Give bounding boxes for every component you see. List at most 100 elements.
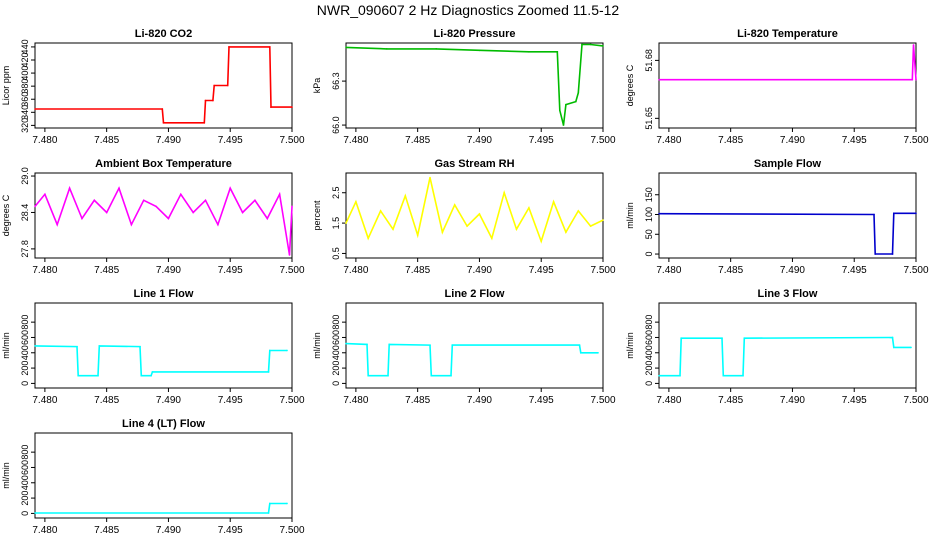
- y-tick-label: 600: [20, 460, 30, 475]
- x-tick-label: 7.500: [279, 265, 304, 276]
- x-tick-label: 7.485: [94, 265, 119, 276]
- data-point: [658, 78, 660, 81]
- x-tick-label: 7.495: [529, 265, 554, 276]
- data-point: [355, 201, 357, 203]
- data-point: [150, 374, 152, 377]
- data-point: [291, 205, 293, 208]
- data-point: [345, 46, 347, 49]
- y-tick-label: 66.0: [331, 116, 341, 134]
- data-point: [268, 349, 271, 352]
- data-series-line: [345, 43, 604, 126]
- data-point: [891, 336, 894, 339]
- data-point: [203, 121, 206, 124]
- plot-frame: [658, 42, 917, 129]
- x-tick-label: 7.500: [903, 135, 928, 146]
- data-point: [565, 231, 567, 233]
- data-point: [44, 193, 46, 196]
- plot-frame: [34, 302, 293, 389]
- data-point: [286, 349, 288, 352]
- x-tick-label: 7.480: [32, 395, 57, 406]
- x-tick-label: 7.480: [343, 395, 368, 406]
- y-axis-label: ml/min: [1, 462, 11, 489]
- data-point: [589, 43, 592, 46]
- page-title: NWR_090607 2 Hz Diagnostics Zoomed 11.5-…: [316, 2, 620, 18]
- y-axis-label: kPa: [312, 78, 322, 94]
- data-point: [278, 193, 281, 196]
- data-point: [388, 343, 391, 346]
- data-point: [404, 194, 407, 197]
- y-tick-label: 800: [644, 315, 654, 330]
- y-tick-label: 2.5: [331, 186, 341, 199]
- data-point: [556, 50, 559, 53]
- data-point: [204, 199, 207, 202]
- data-point: [589, 225, 592, 227]
- data-point: [151, 371, 154, 373]
- chart-panel-10: Line 4 (LT) Flow ml/min 7.480 7.485 7.490 7.4…: [1, 418, 305, 536]
- data-point: [429, 176, 431, 179]
- data-point: [416, 234, 419, 237]
- data-point: [286, 502, 288, 505]
- data-point: [367, 237, 370, 240]
- data-point: [345, 222, 347, 224]
- y-tick-label: 380: [20, 79, 30, 94]
- chart-panel-6: Sample Flow ml/min 7.480 7.485 7.490 7.495 7.5…: [625, 158, 929, 276]
- data-point: [228, 46, 230, 48]
- y-tick-label: 66.3: [331, 72, 341, 90]
- x-tick-label: 7.480: [32, 135, 57, 146]
- y-tick-label: 0: [644, 252, 654, 257]
- data-point: [910, 346, 912, 349]
- data-point: [192, 211, 194, 214]
- data-point: [229, 187, 232, 189]
- data-point: [139, 345, 141, 348]
- chart-panel-9: Line 3 Flow ml/min 7.480 7.485 7.490 7.495 7.5…: [625, 288, 929, 406]
- y-tick-label: 420: [20, 52, 30, 67]
- data-series-line: [345, 177, 604, 244]
- plot-frame: [34, 432, 293, 519]
- data-point: [140, 374, 143, 377]
- data-point: [385, 48, 388, 50]
- y-tick-label: 51.68: [644, 49, 654, 72]
- chart-title: Gas Stream RH: [434, 158, 514, 170]
- x-tick-label: 7.490: [780, 395, 805, 406]
- data-point: [179, 193, 182, 196]
- plot-frame: [34, 42, 293, 129]
- y-tick-label: 27.8: [20, 240, 30, 258]
- data-point: [241, 211, 244, 214]
- y-tick-label: 0: [331, 381, 341, 386]
- data-point: [503, 191, 505, 194]
- chart-title: Li-820 Pressure: [434, 28, 516, 40]
- y-axis-label: percent: [312, 200, 322, 231]
- data-point: [161, 108, 164, 110]
- x-tick-label: 7.490: [156, 525, 181, 536]
- data-point: [254, 199, 256, 202]
- data-point: [288, 254, 291, 256]
- plot-frame: [345, 302, 604, 389]
- y-tick-label: 600: [644, 330, 654, 345]
- data-point: [68, 187, 71, 189]
- data-point: [679, 374, 681, 377]
- y-tick-label: 800: [331, 315, 341, 330]
- data-point: [915, 212, 917, 215]
- x-tick-label: 7.490: [156, 265, 181, 276]
- x-tick-label: 7.495: [842, 135, 867, 146]
- y-axis-label: ml/min: [1, 332, 11, 359]
- data-point: [204, 99, 207, 102]
- x-tick-label: 7.485: [718, 395, 743, 406]
- y-tick-label: 150: [644, 187, 654, 202]
- x-tick-label: 7.500: [279, 395, 304, 406]
- data-point: [450, 374, 452, 377]
- data-point: [77, 374, 80, 377]
- data-series-line: [34, 185, 293, 256]
- data-point: [97, 374, 99, 377]
- data-series-line: [345, 342, 599, 377]
- data-series-line: [35, 502, 288, 514]
- data-point: [366, 343, 368, 346]
- data-point: [515, 228, 518, 230]
- x-tick-label: 7.485: [405, 265, 430, 276]
- x-tick-label: 7.495: [218, 525, 243, 536]
- y-tick-label: 0: [20, 511, 30, 516]
- chart-title: Li-820 Temperature: [737, 28, 838, 40]
- data-point: [105, 211, 108, 214]
- data-point: [213, 84, 215, 87]
